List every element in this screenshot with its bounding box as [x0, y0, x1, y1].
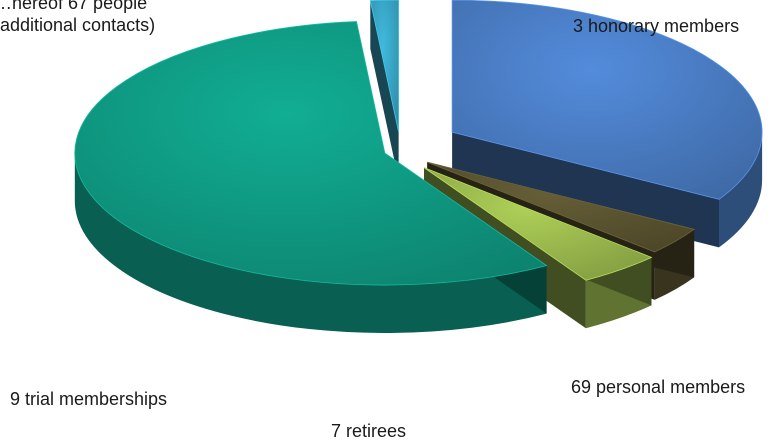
label-corporate-line-2: (additional contacts) [0, 15, 156, 35]
label-corporate-members: …hereof 67 people (additional contacts) [0, 0, 155, 36]
slice-honorary-members [369, 0, 400, 133]
slice-personal-members [451, 0, 763, 200]
slice-trial-memberships [423, 167, 653, 281]
slice-corporate-members [74, 21, 548, 286]
slice-side-personal-members [718, 132, 763, 248]
slice-side-corporate-members [74, 153, 547, 334]
slice-retirees [427, 161, 696, 253]
label-retirees: 7 retirees [331, 421, 407, 441]
label-corporate-line-1: …hereof 67 people [0, 0, 148, 13]
label-personal-members: 69 personal members [571, 377, 746, 397]
label-honorary-members: 3 honorary members [573, 16, 740, 36]
slice-wall-0-honorary-members [370, 0, 399, 181]
label-trial-memberships: 9 trial memberships [10, 389, 168, 409]
